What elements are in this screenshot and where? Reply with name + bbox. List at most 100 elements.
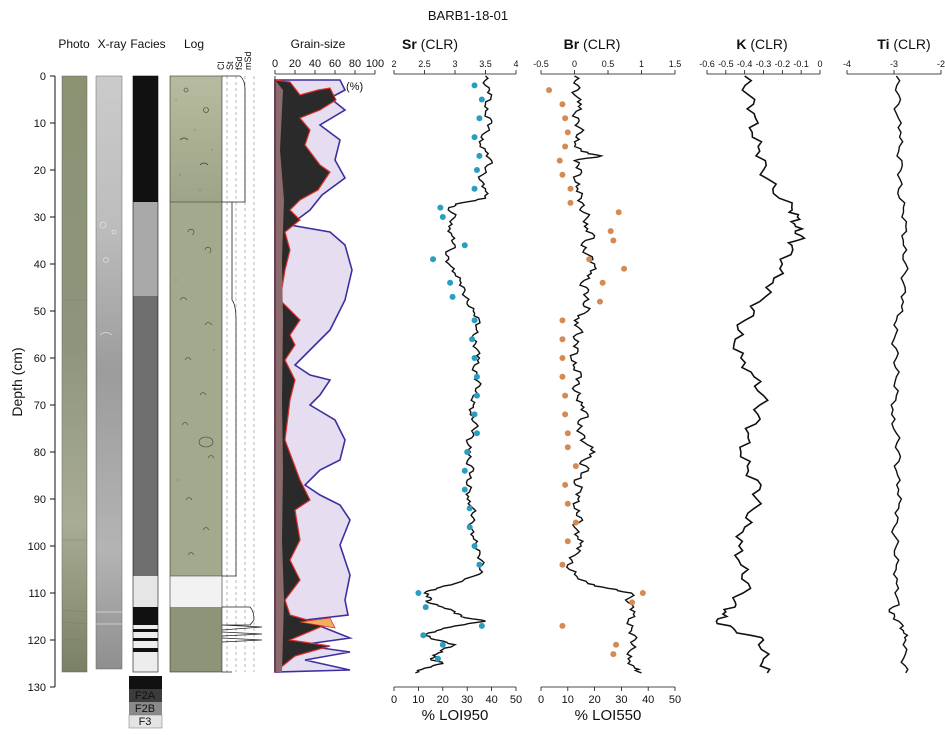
br-loi-point bbox=[559, 336, 566, 343]
svg-text:Br (CLR): Br (CLR) bbox=[564, 36, 621, 52]
br-loi-point bbox=[562, 481, 569, 488]
br-loi-point bbox=[546, 87, 553, 94]
top-tick-label: -0.5 bbox=[718, 59, 734, 69]
sr-loi-point bbox=[473, 430, 480, 437]
sr-loi-point bbox=[476, 152, 483, 159]
svg-text:Cl: Cl bbox=[216, 62, 226, 71]
grain-tick-label: 40 bbox=[309, 58, 321, 70]
top-tick-label: 3.5 bbox=[479, 59, 492, 69]
sr-loi-point bbox=[449, 293, 456, 300]
sr-loi-point bbox=[471, 317, 478, 324]
sr-loi-point bbox=[469, 336, 476, 343]
secondary-axis-label: % LOI550 bbox=[575, 707, 642, 724]
top-tick-label: -0.5 bbox=[533, 59, 549, 69]
svg-text:K (CLR): K (CLR) bbox=[736, 36, 787, 52]
svg-text:Sr (CLR): Sr (CLR) bbox=[402, 36, 458, 52]
br-loi-point bbox=[562, 143, 569, 150]
sr-loi-point bbox=[476, 561, 483, 568]
sr-loi-point bbox=[473, 167, 480, 173]
sr-loi-point bbox=[461, 486, 468, 493]
bottom-tick-label: 40 bbox=[642, 694, 654, 706]
br-loi-point bbox=[559, 355, 566, 361]
depth-tick-label: 0 bbox=[40, 71, 46, 83]
br-loi-point bbox=[564, 129, 571, 136]
br-loi-point bbox=[629, 599, 636, 606]
grain-silt-area bbox=[275, 80, 284, 672]
br-loi-point bbox=[562, 115, 569, 122]
sr-loi-point bbox=[478, 622, 485, 629]
br-loi-point bbox=[572, 519, 579, 526]
legend-f2a: F2A bbox=[135, 690, 156, 702]
sr-loi-point bbox=[471, 134, 478, 141]
grain-unit: (%) bbox=[346, 81, 363, 93]
sr-loi-point bbox=[461, 467, 468, 474]
br-loi-point bbox=[596, 298, 603, 305]
bottom-tick-label: 50 bbox=[669, 694, 681, 706]
bottom-tick-label: 0 bbox=[391, 694, 397, 706]
svg-text:St: St bbox=[225, 61, 235, 70]
sr-loi-point bbox=[430, 256, 437, 263]
header-log: Log bbox=[184, 37, 204, 51]
depth-tick-label: 20 bbox=[34, 165, 46, 177]
depth-tick-label: 110 bbox=[28, 588, 46, 600]
sr-loi-point bbox=[437, 204, 444, 211]
svg-text:Ti (CLR): Ti (CLR) bbox=[877, 36, 930, 52]
legend-f3: F3 bbox=[139, 716, 152, 728]
svg-text:fSd: fSd bbox=[234, 56, 244, 70]
br-loi-point bbox=[607, 228, 614, 235]
top-tick-label: 0 bbox=[572, 59, 577, 69]
ti-panel: -4 -3 -2 bbox=[843, 59, 945, 674]
grain-tick-label: 80 bbox=[349, 58, 361, 70]
bottom-tick-label: 10 bbox=[412, 694, 424, 706]
xray-texture bbox=[96, 221, 122, 625]
header-photo: Photo bbox=[58, 37, 90, 51]
br-loi-point bbox=[586, 256, 593, 263]
depth-tick-label: 120 bbox=[28, 635, 46, 647]
sr-loi-point bbox=[422, 604, 429, 611]
br-panel: -0.5 0 0.5 1 1.5 0 10 20 30 40 50 % LOI550 bbox=[533, 59, 681, 724]
depth-tick-label: 40 bbox=[34, 259, 46, 271]
top-tick-label: 1 bbox=[639, 59, 644, 69]
grain-sand-wedge bbox=[299, 617, 336, 629]
grain-tick-label: 100 bbox=[366, 58, 384, 70]
br-loi-point bbox=[564, 444, 571, 451]
bottom-tick-label: 30 bbox=[461, 694, 473, 706]
depth-tick-label: 130 bbox=[28, 682, 46, 694]
depth-tick-label: 10 bbox=[34, 118, 46, 130]
depth-tick-label: 90 bbox=[34, 494, 46, 506]
legend-f2b: F2B bbox=[135, 703, 155, 715]
core-photo bbox=[61, 75, 88, 673]
br-loi-point bbox=[562, 392, 569, 399]
sr-loi-point bbox=[466, 505, 473, 512]
header-br: Br (CLR) bbox=[564, 36, 621, 52]
top-tick-label: 3 bbox=[452, 59, 457, 69]
br-loi-point bbox=[610, 237, 617, 244]
top-tick-label: 2.5 bbox=[418, 59, 431, 69]
sr-loi-point bbox=[415, 590, 422, 596]
sr-loi-point bbox=[439, 214, 446, 220]
br-loi-point bbox=[556, 157, 563, 164]
br-loi-point bbox=[567, 185, 574, 192]
br-loi-point bbox=[564, 538, 571, 545]
br-loi-point bbox=[615, 209, 622, 216]
grain-tick-label: 60 bbox=[329, 58, 341, 70]
grain-clay-area bbox=[274, 79, 337, 674]
br-loi-point bbox=[564, 430, 571, 437]
header-xray: X-ray bbox=[98, 37, 127, 51]
br-loi-point bbox=[572, 463, 579, 470]
top-tick-label: -0.3 bbox=[756, 59, 772, 69]
br-loi-point bbox=[639, 590, 646, 596]
top-tick-label: 4 bbox=[513, 59, 518, 69]
br-loi-point bbox=[613, 641, 620, 648]
sr-loi-point bbox=[461, 242, 468, 249]
sr-loi-point bbox=[471, 185, 478, 192]
br-loi-point bbox=[559, 561, 566, 568]
br-loi-point bbox=[559, 317, 566, 324]
top-tick-label: -0.2 bbox=[775, 59, 791, 69]
bottom-tick-label: 40 bbox=[485, 694, 497, 706]
k-panel: -0.6 -0.5 -0.4 -0.3 -0.2 -0.1 0 bbox=[699, 59, 823, 674]
grain-size-panel: 0 20 40 60 80 100 (%) bbox=[272, 58, 384, 674]
sr-loi-point bbox=[478, 96, 485, 103]
header-facies: Facies bbox=[130, 37, 165, 51]
log-scale: Cl St fSd mSd bbox=[216, 51, 263, 673]
